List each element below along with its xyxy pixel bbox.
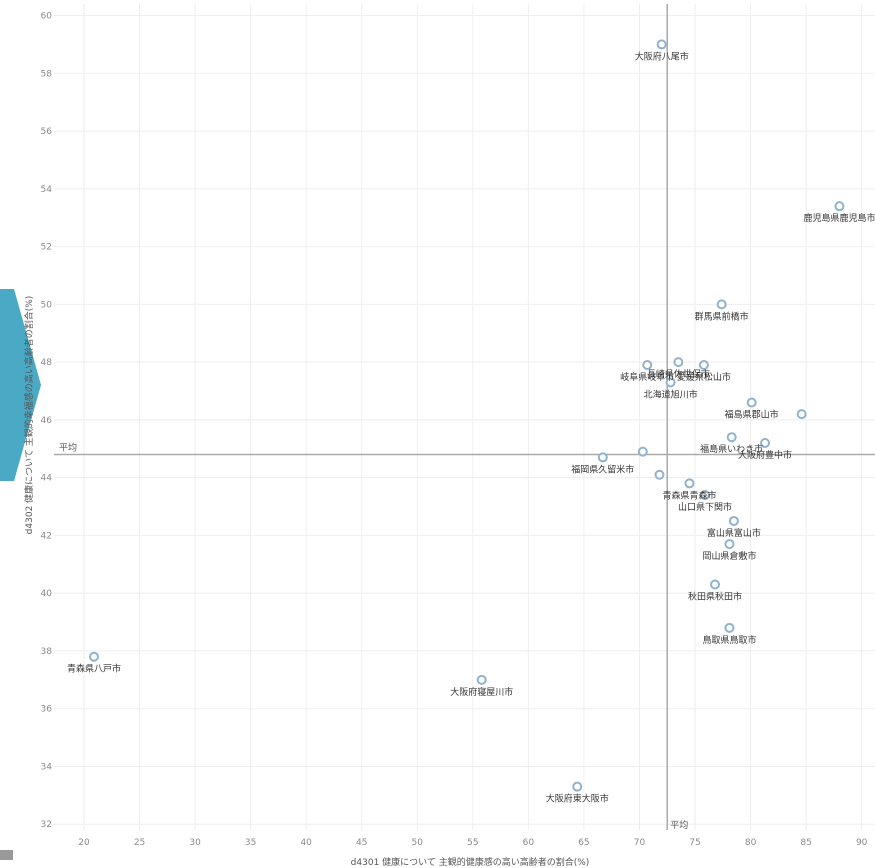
point-label: 群馬県前橋市 [695,310,749,322]
x-tick-label: 70 [634,838,646,848]
decorative-corner-block [0,850,13,860]
y-tick-label: 38 [41,647,53,657]
data-point [760,437,771,448]
point-label: 鳥取県鳥取市 [702,634,756,646]
data-point [716,299,727,310]
y-tick-label: 54 [41,185,53,195]
y-tick-label: 34 [41,762,53,772]
y-tick-label: 52 [41,243,52,253]
point-label: 福岡県久留米市 [571,463,634,475]
x-tick-label: 80 [745,838,757,848]
y-average-label: 平均 [59,442,77,454]
y-tick-label: 42 [41,531,52,541]
x-axis-label: d4301 健康について 主観的健康感の高い高齢者の割合(%) [351,856,590,868]
x-tick-label: 85 [800,838,811,848]
point-label: 山口県下関市 [678,501,732,513]
point-label: 愛媛県松山市 [677,371,731,383]
point-label: 岐阜県岐阜市 [620,371,674,383]
y-tick-label: 36 [41,705,53,715]
y-tick-label: 60 [41,12,53,22]
y-tick-label: 44 [41,474,53,484]
point-label: 大阪府東大阪市 [546,793,609,805]
y-tick-label: 32 [41,820,52,830]
point-label: 福島県郡山市 [725,409,779,421]
data-point [834,201,845,212]
data-point [476,674,487,685]
data-point [656,39,667,50]
data-point [724,539,735,550]
x-tick-label: 65 [578,838,589,848]
data-point [700,489,711,500]
point-label: 青森県八戸市 [67,663,121,675]
point-label: 鹿児島県鹿児島市 [803,212,875,224]
x-tick-label: 30 [189,838,201,848]
data-point [654,469,665,480]
data-point [88,651,99,662]
y-tick-label: 56 [41,127,53,137]
data-point [684,478,695,489]
data-point [796,409,807,420]
y-tick-label: 46 [41,416,53,426]
y-tick-label: 48 [41,358,53,368]
x-tick-label: 40 [300,838,312,848]
point-label: 長崎県佐世保市 [647,368,710,380]
data-point [724,622,735,633]
y-tick-label: 58 [41,69,53,79]
decorative-arrow-shape [0,289,41,481]
data-point [728,515,739,526]
point-label: 北海道旭川市 [644,388,698,400]
x-tick-label: 50 [412,838,424,848]
x-tick-label: 35 [245,838,256,848]
data-point [642,360,653,371]
data-point [726,432,737,443]
point-label: 青森県青森市 [662,489,716,501]
point-label: 大阪府寝屋川市 [450,686,513,698]
data-point [746,397,757,408]
x-tick-label: 20 [78,838,90,848]
x-tick-label: 55 [467,838,478,848]
y-tick-label: 50 [41,300,53,310]
x-average-label: 平均 [670,819,688,831]
x-tick-label: 45 [356,838,367,848]
point-label: 大阪府八尾市 [635,50,689,62]
data-point [572,781,583,792]
data-point [665,377,676,388]
data-point [597,452,608,463]
point-label: 大阪府豊中市 [738,449,792,461]
x-tick-label: 60 [523,838,535,848]
data-point [710,579,721,590]
point-label: 岡山県倉敷市 [702,550,756,562]
data-point [673,357,684,368]
x-tick-label: 25 [134,838,145,848]
x-tick-label: 90 [856,838,868,848]
data-point [698,360,709,371]
data-point [637,446,648,457]
x-tick-label: 75 [689,838,700,848]
point-label: 福島県いわき市 [700,443,763,455]
point-label: 富山県富山市 [707,527,761,539]
y-tick-label: 40 [41,589,53,599]
y-axis-label: d4302 健康について 主観的幸福感の高い高齢者の割合(%) [23,296,35,535]
point-label: 秋田県秋田市 [688,591,742,603]
